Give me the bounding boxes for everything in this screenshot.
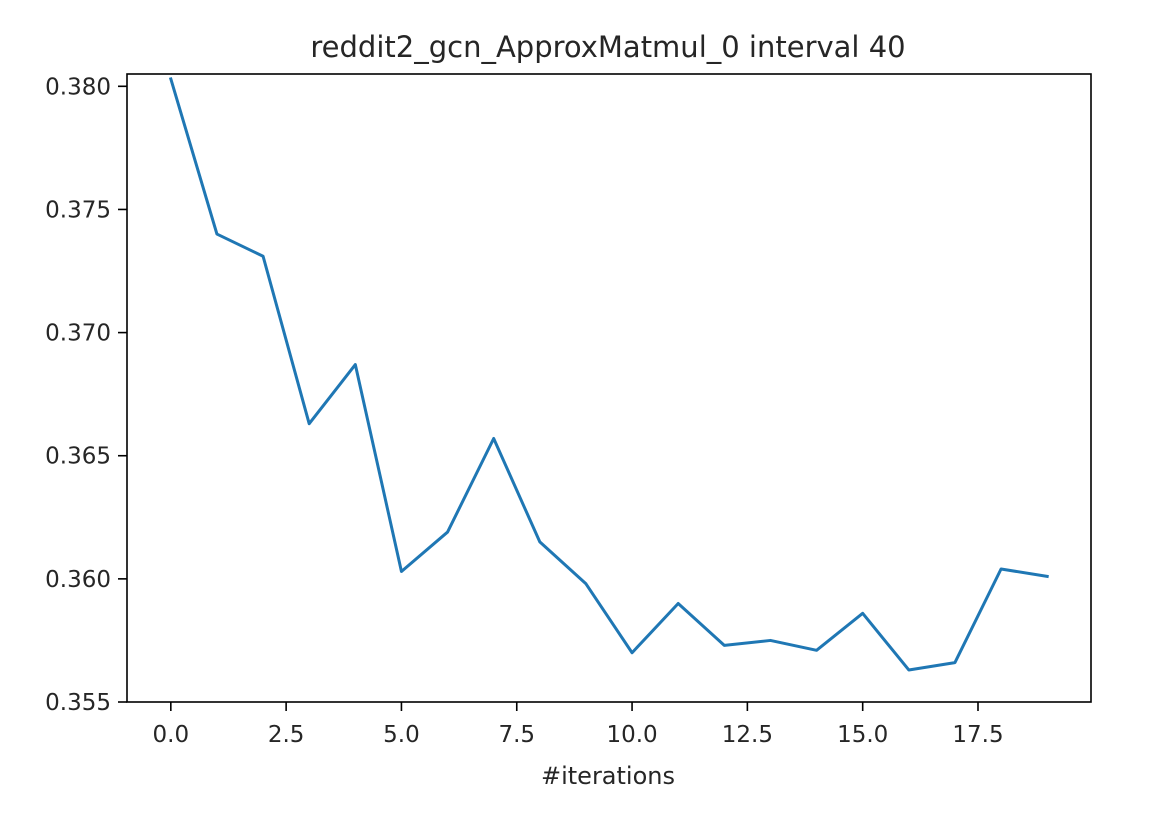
x-tick-label: 17.5 [952,722,1003,748]
x-axis-label: #iterations [541,762,675,790]
x-tick-label: 5.0 [383,722,420,748]
y-tick-label: 0.370 [45,321,111,347]
axes-frame [126,73,1092,703]
series-line-0 [168,77,1049,672]
x-tick-label: 7.5 [498,722,535,748]
x-tick-label: 10.0 [606,722,657,748]
x-tick-label: 2.5 [268,722,305,748]
y-tick-label: 0.380 [45,74,111,100]
y-tick-label: 0.375 [45,197,111,223]
y-tick-label: 0.365 [45,444,111,470]
x-tick-label: 15.0 [837,722,888,748]
x-tick-label: 12.5 [722,722,773,748]
y-tick-label: 0.360 [45,567,111,593]
plot-area: 0.0 2.5 5.0 7.5 10.0 12.5 15.0 17.5 0.355 0.360 0.… [45,73,1092,748]
y-tick-label: 0.355 [45,690,111,716]
x-tick-label: 0.0 [153,722,190,748]
chart-title: reddit2_gcn_ApproxMatmul_0 interval 40 [310,30,905,64]
